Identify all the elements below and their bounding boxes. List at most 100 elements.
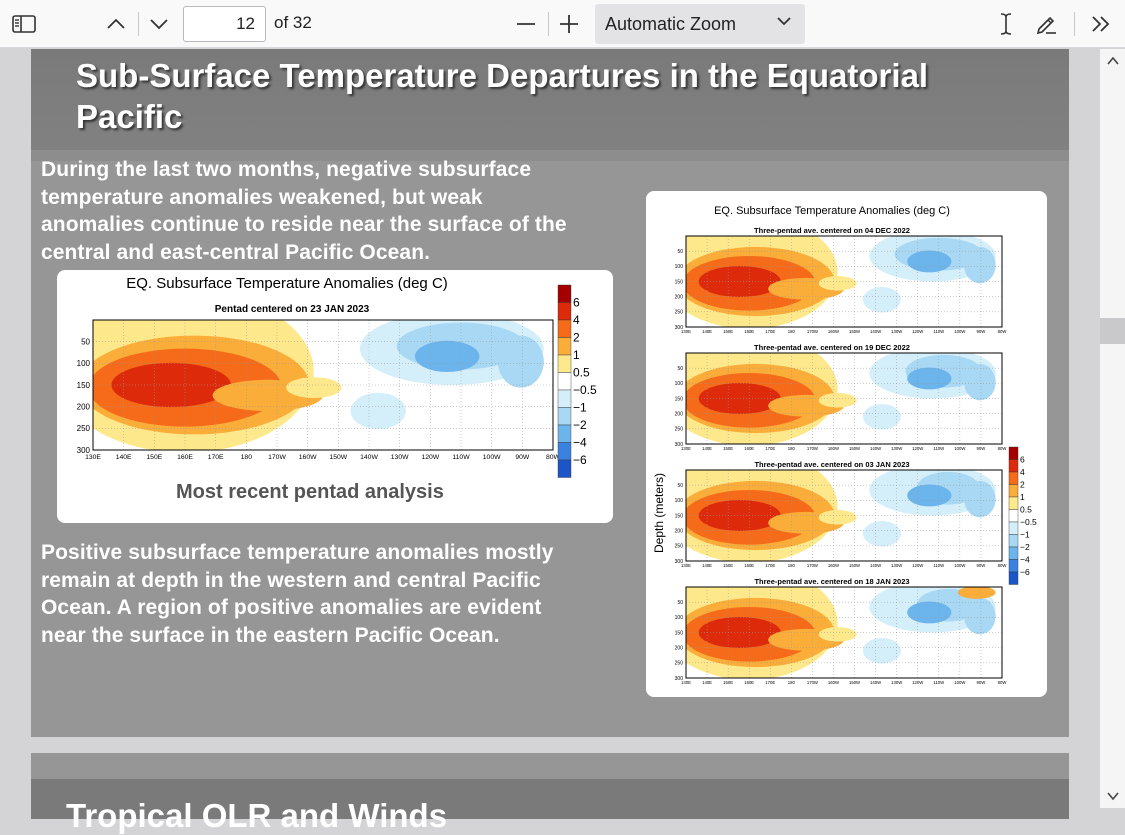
- x-tick-label: 150W: [849, 680, 860, 685]
- x-tick-label: 150W: [329, 454, 347, 461]
- panel-chart-figure: EQ. Subsurface Temperature Anomalies (de…: [646, 191, 1047, 697]
- cool-contour: [907, 484, 952, 507]
- colorbar-swatch: [557, 424, 572, 443]
- cool-contour: [862, 403, 901, 430]
- colorbar-swatch: [557, 354, 572, 373]
- colorbar-label: −0.5: [573, 383, 597, 397]
- y-axis-label: Depth (meters): [652, 473, 666, 553]
- panel-title: Three-pentad ave. centered on 18 JAN 202…: [754, 577, 909, 586]
- x-tick-label: 170E: [765, 563, 775, 568]
- x-tick-label: 140E: [702, 446, 712, 451]
- colorbar-swatch: [557, 407, 572, 426]
- anomaly-field: [686, 236, 1002, 327]
- scroll-up-icon[interactable]: [1107, 55, 1119, 67]
- colorbar-label: 1: [1020, 492, 1025, 502]
- zoom-value: Automatic Zoom: [605, 14, 737, 34]
- y-tick-label: 250: [675, 544, 684, 550]
- colorbar-swatch: [1008, 496, 1019, 510]
- x-tick-label: 140W: [360, 454, 378, 461]
- y-tick-label: 300: [675, 442, 684, 448]
- minus-icon: [517, 23, 535, 25]
- colorbar-label: −2: [1020, 542, 1030, 552]
- colorbar-swatch: [557, 302, 572, 321]
- colorbar-label: −4: [1020, 554, 1030, 564]
- slide-header: [31, 49, 1069, 150]
- panel-anomaly-chart: EQ. Subsurface Temperature Anomalies (de…: [652, 205, 1037, 685]
- x-tick-label: 140W: [870, 446, 881, 451]
- more-tools-button[interactable]: [1083, 6, 1119, 42]
- anomaly-field: [93, 320, 553, 450]
- x-tick-label: 150E: [723, 680, 733, 685]
- y-tick-label: 50: [677, 483, 683, 489]
- page-count-label: of 32: [274, 13, 312, 32]
- x-tick-label: 160W: [299, 454, 317, 461]
- cool-contour: [907, 250, 952, 273]
- warm-contour: [286, 377, 342, 398]
- x-tick-label: 180: [788, 563, 796, 568]
- x-tick-label: 140E: [116, 454, 132, 461]
- y-tick-label: 100: [77, 359, 91, 368]
- x-tick-label: 170E: [208, 454, 224, 461]
- x-tick-label: 110W: [933, 446, 944, 451]
- previous-page-button[interactable]: [98, 6, 134, 42]
- plus-icon: [560, 15, 578, 33]
- cool-contour: [964, 597, 996, 635]
- panel-title: Three-pentad ave. centered on 03 JAN 202…: [754, 460, 909, 469]
- x-tick-label: 160E: [177, 454, 193, 461]
- zoom-in-button[interactable]: [551, 6, 587, 42]
- next-page-button[interactable]: [141, 6, 177, 42]
- chevron-down-icon: [150, 19, 168, 30]
- warm-contour: [818, 627, 857, 642]
- x-tick-label: 90W: [515, 454, 530, 461]
- cool-contour: [964, 246, 996, 284]
- x-tick-label: 130W: [891, 563, 902, 568]
- colorbar-label: −1: [573, 401, 587, 415]
- x-tick-label: 130W: [391, 454, 409, 461]
- colorbar-label: 1: [573, 348, 580, 362]
- page-number-input[interactable]: [183, 6, 266, 42]
- sidebar-toggle-icon[interactable]: [6, 6, 42, 42]
- colorbar-swatch: [1008, 521, 1019, 535]
- colorbar-swatch: [557, 389, 572, 408]
- draw-tool-button[interactable]: [1029, 6, 1065, 42]
- zoom-out-button[interactable]: [508, 6, 544, 42]
- y-tick-label: 200: [675, 411, 684, 417]
- colorbar-label: 4: [1020, 467, 1025, 477]
- warm-contour: [698, 266, 781, 297]
- scroll-thumb[interactable]: [1100, 318, 1125, 344]
- next-pdf-page: Tropical OLR and Winds: [31, 753, 1069, 834]
- zoom-select[interactable]: Automatic Zoom: [595, 4, 805, 44]
- colorbar-swatch: [1008, 446, 1019, 460]
- y-tick-label: 100: [675, 498, 684, 504]
- x-tick-label: 130E: [681, 563, 691, 568]
- x-tick-label: 180: [788, 446, 796, 451]
- y-tick-label: 50: [677, 366, 683, 372]
- paragraph-1: During the last two months, negative sub…: [41, 158, 567, 264]
- double-chevron-right-icon: [1092, 16, 1110, 32]
- colorbar-swatch: [1008, 484, 1019, 498]
- y-tick-label: 150: [675, 630, 684, 636]
- main-chart-figure: EQ. Subsurface Temperature Anomalies (de…: [57, 270, 613, 523]
- x-tick-label: 160E: [744, 680, 754, 685]
- x-tick-label: 80W: [998, 446, 1007, 451]
- warm-contour: [818, 510, 857, 525]
- x-tick-label: 180: [788, 329, 796, 334]
- x-tick-label: 130E: [681, 680, 691, 685]
- x-tick-label: 170W: [268, 454, 286, 461]
- y-tick-label: 200: [675, 645, 684, 651]
- vertical-scrollbar[interactable]: [1100, 49, 1125, 808]
- text-tool-button[interactable]: [988, 6, 1024, 42]
- x-tick-label: 160E: [744, 563, 754, 568]
- x-tick-label: 150W: [849, 329, 860, 334]
- x-tick-label: 100W: [483, 454, 501, 461]
- y-tick-label: 150: [675, 279, 684, 285]
- x-tick-label: 130E: [681, 329, 691, 334]
- x-tick-label: 170W: [807, 563, 818, 568]
- anomaly-field: [686, 470, 1002, 561]
- slide-title: Sub-Surface Temperature Departures in th…: [76, 57, 929, 135]
- colorbar-label: 0.5: [573, 366, 590, 380]
- scroll-down-icon[interactable]: [1107, 790, 1119, 802]
- cool-contour: [964, 480, 996, 518]
- x-tick-label: 90W: [977, 680, 986, 685]
- plot-frame: [685, 235, 1003, 328]
